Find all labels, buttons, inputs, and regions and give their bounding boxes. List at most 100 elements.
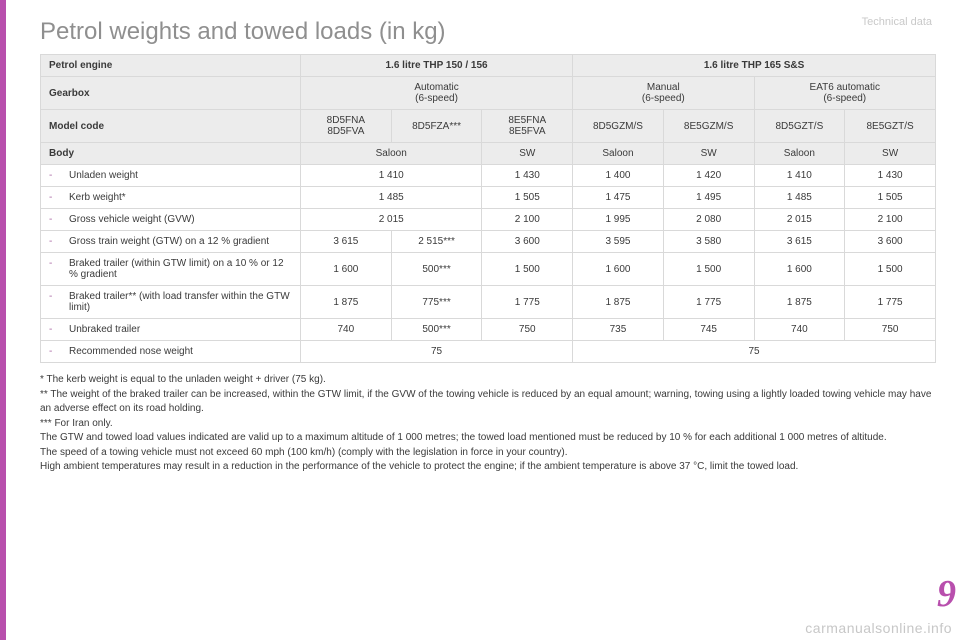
table-row: -Gross train weight (GTW) on a 12 % grad…: [41, 231, 936, 253]
cell: 1 485: [754, 187, 845, 209]
mc-2: 8D5FZA***: [391, 110, 482, 143]
row-label-text: Braked trailer** (with load transfer wit…: [69, 291, 294, 313]
row-label: -Gross train weight (GTW) on a 12 % grad…: [41, 231, 301, 253]
cell: 1 875: [573, 286, 664, 319]
cell: 1 495: [663, 187, 754, 209]
mc-7: 8E5GZT/S: [845, 110, 936, 143]
bullet-dash: -: [49, 324, 59, 335]
cell: 1 410: [754, 165, 845, 187]
cell: 2 100: [845, 209, 936, 231]
row-label-text: Unladen weight: [69, 170, 138, 181]
table-row: -Unbraked trailer740500***75073574574075…: [41, 319, 936, 341]
watermark: carmanualsonline.info: [805, 620, 952, 636]
table-row: -Gross vehicle weight (GVW)2 0152 1001 9…: [41, 209, 936, 231]
hdr-engine-b: 1.6 litre THP 165 S&S: [573, 55, 936, 77]
body-saloon-3: Saloon: [754, 143, 845, 165]
row-label: -Braked trailer** (with load transfer wi…: [41, 286, 301, 319]
cell: 75: [573, 341, 936, 363]
cell: 1 775: [845, 286, 936, 319]
footnote-line: High ambient temperatures may result in …: [40, 460, 936, 475]
cell: 500***: [391, 319, 482, 341]
cell: 3 595: [573, 231, 664, 253]
row-label-text: Gross train weight (GTW) on a 12 % gradi…: [69, 236, 269, 247]
row-label: -Unladen weight: [41, 165, 301, 187]
cell: 1 430: [482, 165, 573, 187]
bullet-dash: -: [49, 346, 59, 357]
cell: 1 500: [845, 253, 936, 286]
row-label-text: Recommended nose weight: [69, 346, 193, 357]
footnotes: * The kerb weight is equal to the unlade…: [40, 373, 936, 475]
hdr-gearbox: Gearbox: [41, 77, 301, 110]
cell: 1 775: [482, 286, 573, 319]
cell: 740: [754, 319, 845, 341]
cell: 2 100: [482, 209, 573, 231]
row-engine: Petrol engine 1.6 litre THP 150 / 156 1.…: [41, 55, 936, 77]
cell: 1 600: [301, 253, 392, 286]
hdr-gb-auto: Automatic(6-speed): [301, 77, 573, 110]
cell: 1 505: [482, 187, 573, 209]
footnote-line: The GTW and towed load values indicated …: [40, 431, 936, 446]
mc-6: 8D5GZT/S: [754, 110, 845, 143]
cell: 1 400: [573, 165, 664, 187]
side-accent-bar: [0, 0, 6, 640]
hdr-gb-eat6: EAT6 automatic(6-speed): [754, 77, 935, 110]
bullet-dash: -: [49, 214, 59, 225]
cell: 1 600: [573, 253, 664, 286]
cell: 1 485: [301, 187, 482, 209]
page-content: Petrol weights and towed loads (in kg) P…: [40, 18, 936, 475]
chapter-number: 9: [937, 572, 956, 616]
cell: 1 475: [573, 187, 664, 209]
cell: 3 600: [845, 231, 936, 253]
hdr-body: Body: [41, 143, 301, 165]
cell: 1 500: [482, 253, 573, 286]
body-sw-3: SW: [845, 143, 936, 165]
row-model-code: Model code 8D5FNA8D5FVA 8D5FZA*** 8E5FNA…: [41, 110, 936, 143]
cell: 3 580: [663, 231, 754, 253]
mc-3: 8E5FNA8E5FVA: [482, 110, 573, 143]
cell: 3 600: [482, 231, 573, 253]
bullet-dash: -: [49, 258, 59, 269]
mc-1: 8D5FNA8D5FVA: [301, 110, 392, 143]
row-label: -Gross vehicle weight (GVW): [41, 209, 301, 231]
row-label: -Braked trailer (within GTW limit) on a …: [41, 253, 301, 286]
footnote-line: * The kerb weight is equal to the unlade…: [40, 373, 936, 388]
cell: 75: [301, 341, 573, 363]
body-saloon-2: Saloon: [573, 143, 664, 165]
cell: 1 600: [754, 253, 845, 286]
body-sw-2: SW: [663, 143, 754, 165]
bullet-dash: -: [49, 291, 59, 302]
cell: 775***: [391, 286, 482, 319]
cell: 500***: [391, 253, 482, 286]
mc-5: 8E5GZM/S: [663, 110, 754, 143]
cell: 3 615: [301, 231, 392, 253]
cell: 1 875: [301, 286, 392, 319]
mc-4: 8D5GZM/S: [573, 110, 664, 143]
cell: 2 515***: [391, 231, 482, 253]
cell: 1 420: [663, 165, 754, 187]
cell: 1 430: [845, 165, 936, 187]
cell: 2 080: [663, 209, 754, 231]
hdr-gb-manual: Manual(6-speed): [573, 77, 754, 110]
table-row: -Recommended nose weight7575: [41, 341, 936, 363]
cell: 2 015: [754, 209, 845, 231]
hdr-model-code: Model code: [41, 110, 301, 143]
footnote-line: *** For Iran only.: [40, 417, 936, 432]
cell: 1 875: [754, 286, 845, 319]
bullet-dash: -: [49, 192, 59, 203]
body-saloon-1: Saloon: [301, 143, 482, 165]
row-gearbox: Gearbox Automatic(6-speed) Manual(6-spee…: [41, 77, 936, 110]
cell: 1 995: [573, 209, 664, 231]
hdr-petrol-engine: Petrol engine: [41, 55, 301, 77]
cell: 735: [573, 319, 664, 341]
cell: 750: [482, 319, 573, 341]
row-label: -Kerb weight*: [41, 187, 301, 209]
bullet-dash: -: [49, 236, 59, 247]
cell: 3 615: [754, 231, 845, 253]
row-label: -Recommended nose weight: [41, 341, 301, 363]
cell: 1 410: [301, 165, 482, 187]
weights-table: Petrol engine 1.6 litre THP 150 / 156 1.…: [40, 54, 936, 363]
table-row: -Braked trailer** (with load transfer wi…: [41, 286, 936, 319]
footnote-line: ** The weight of the braked trailer can …: [40, 388, 936, 417]
row-label-text: Gross vehicle weight (GVW): [69, 214, 195, 225]
body-sw-1: SW: [482, 143, 573, 165]
